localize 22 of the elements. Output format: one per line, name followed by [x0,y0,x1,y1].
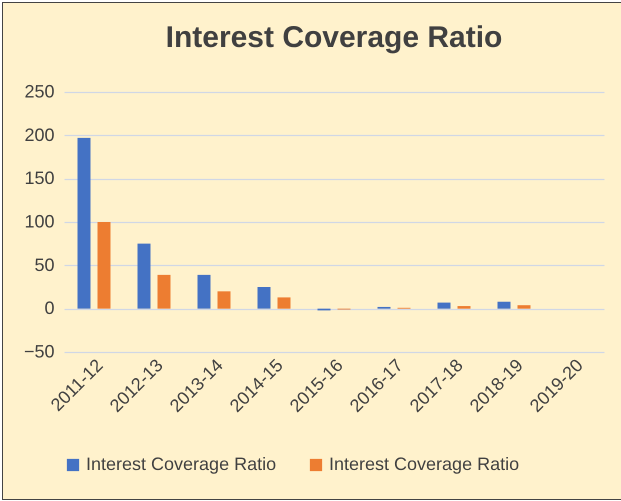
y-tick-label: 150 [24,168,54,188]
bar [218,291,230,309]
bar [518,305,530,309]
legend-label: Interest Coverage Ratio [329,454,520,474]
y-tick-label: 200 [24,124,54,145]
y-tick-label: 50 [34,254,54,275]
bar [438,302,450,309]
bar [498,302,510,309]
bar [258,287,270,309]
y-tick-label: 250 [24,82,54,102]
bar [98,222,110,309]
chart-title: Interest Coverage Ratio [166,21,502,54]
bar [158,274,170,309]
y-tick-label: 0 [44,298,54,318]
bar [458,306,470,309]
y-tick-label: −50 [24,342,54,362]
bar [198,274,210,309]
bar [278,297,290,309]
y-tick-label: 100 [24,212,54,232]
bar [78,138,90,309]
legend-label: Interest Coverage Ratio [86,454,276,474]
bar [138,244,150,309]
